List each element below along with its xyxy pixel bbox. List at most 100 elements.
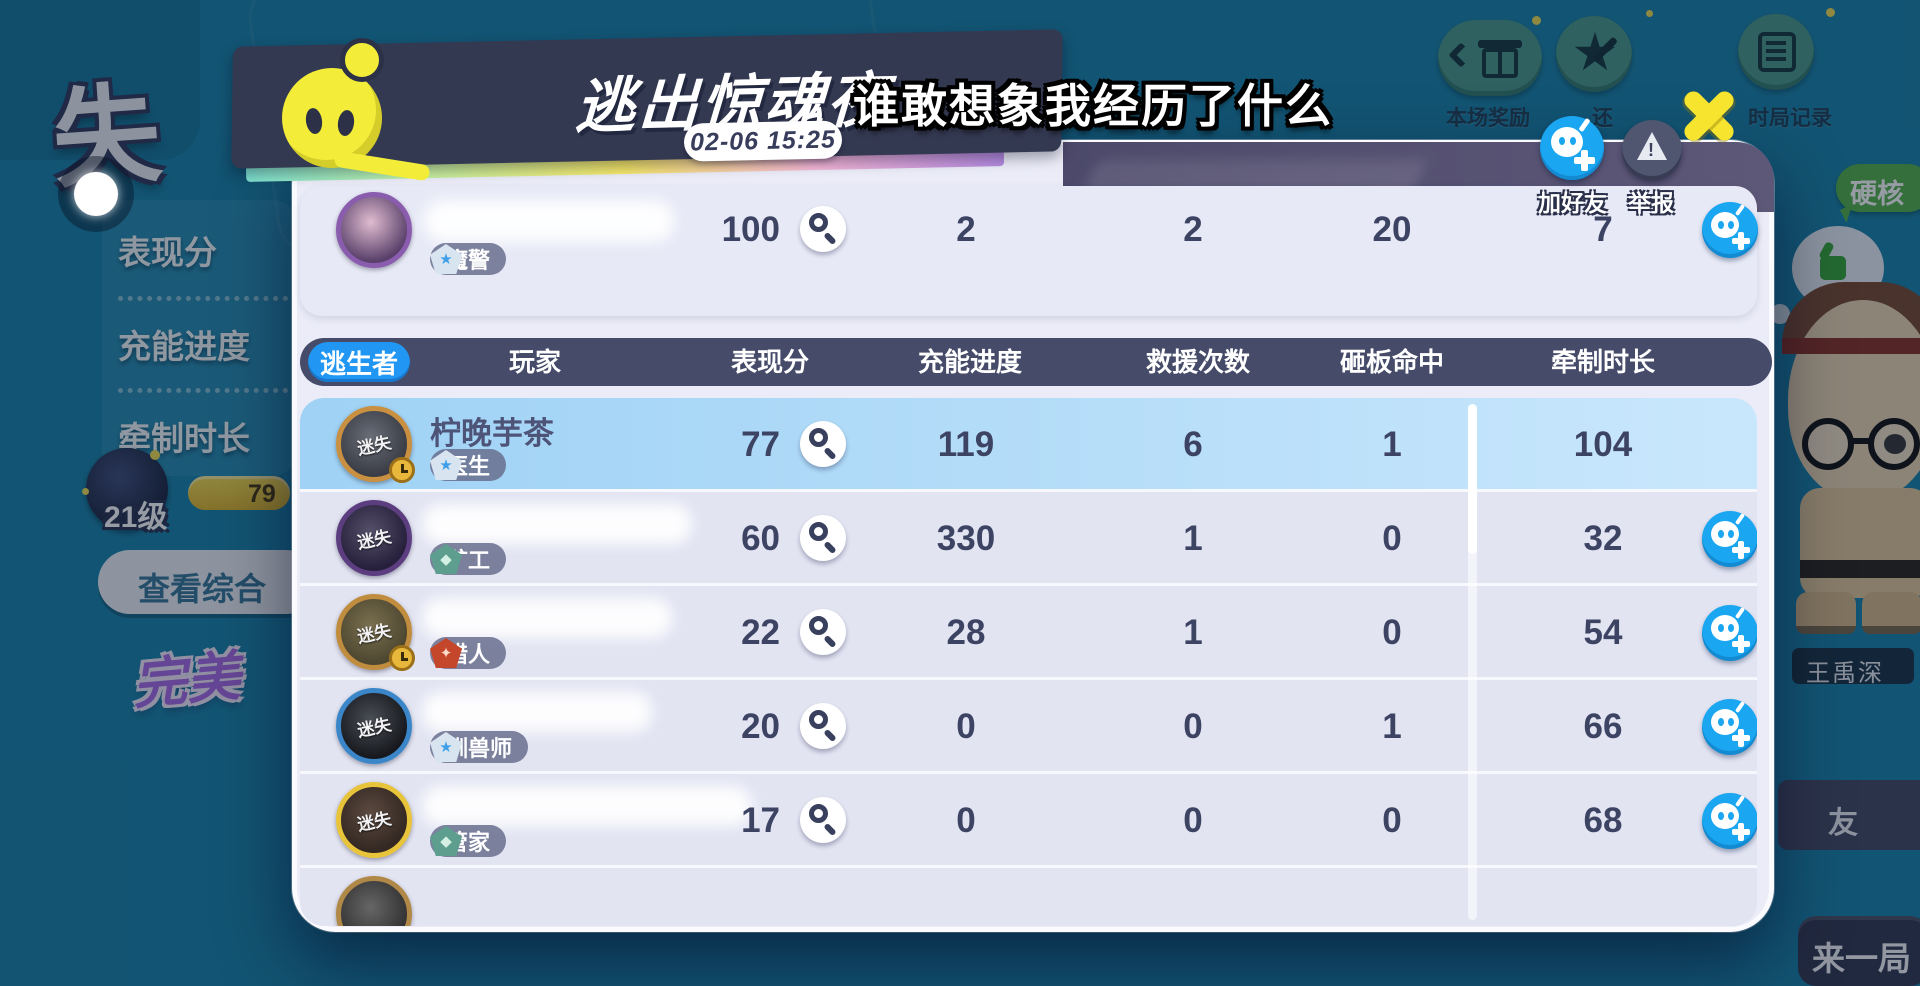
clock-badge-icon: [389, 457, 415, 483]
character-body: [1800, 488, 1920, 598]
magnifier-icon: [809, 522, 828, 541]
time-cell: 32: [1583, 519, 1623, 558]
report-label: 举报: [1628, 190, 1674, 216]
divider: [118, 388, 288, 393]
character-shoe: [1862, 592, 1920, 634]
add-friend-button[interactable]: [1702, 605, 1757, 661]
report-button[interactable]: !: [1622, 120, 1682, 180]
scrollbar-track[interactable]: [1468, 404, 1477, 920]
player-avatar[interactable]: 迷失: [336, 406, 415, 483]
play-again-button[interactable]: 来一局: [1798, 916, 1920, 986]
gift-icon: [1482, 48, 1518, 78]
score-cell: 20: [741, 707, 780, 746]
add-friend-button[interactable]: [1702, 793, 1757, 849]
header-rescues: 救援次数: [1145, 347, 1251, 377]
magnifier-icon: [809, 428, 828, 447]
rate-button[interactable]: [1556, 16, 1632, 92]
list-icon: [1758, 32, 1796, 72]
character-shoe: [1796, 592, 1856, 634]
rescue-cell: 1: [1183, 519, 1203, 558]
rewards-button[interactable]: [1438, 20, 1542, 96]
board-cell: 0: [1382, 801, 1402, 840]
eggy-icon: [1711, 521, 1739, 547]
magnifier-icon: [809, 710, 828, 729]
scrollbar-thumb[interactable]: [1468, 404, 1477, 554]
tab-survivors[interactable]: 逃生者: [308, 342, 410, 382]
thumbs-up-icon: [1820, 256, 1846, 280]
sparkle-icon: [150, 450, 160, 460]
magnifier-button[interactable]: [800, 609, 846, 655]
close-button[interactable]: [1675, 82, 1743, 150]
magnifier-button[interactable]: [800, 797, 846, 843]
score-cell: 17: [741, 801, 780, 840]
view-summary-button[interactable]: 查看综合: [98, 550, 318, 614]
charge-cell: 2: [956, 210, 976, 249]
add-friend-header-button[interactable]: [1540, 116, 1604, 180]
add-friend-button[interactable]: [1702, 699, 1757, 755]
survivor-table: 迷失 柠晚芋茶 医生 ★ 77 119 6 1 104 迷失 矿工 ◆: [300, 398, 1757, 926]
player-avatar[interactable]: 迷失: [336, 500, 412, 576]
level-label: 21级: [104, 501, 168, 534]
board-cell: 20: [1372, 210, 1412, 249]
warning-icon: !: [1637, 132, 1667, 160]
time-cell: 68: [1583, 801, 1623, 840]
match-datetime: 02-06 15:25: [683, 120, 843, 162]
table-header: 逃生者 玩家 表现分 充能进度 救援次数 砸板命中 牵制时长: [300, 338, 1772, 386]
header-performance: 表现分: [730, 347, 810, 377]
bubble-dot: [1770, 304, 1790, 324]
rewards-label: 本场奖励: [1446, 107, 1530, 130]
censored-name: [422, 786, 752, 826]
rescue-cell: 1: [1183, 613, 1203, 652]
player-avatar[interactable]: [336, 876, 412, 926]
video-caption: 谁敢想象我经历了什么: [853, 80, 1333, 132]
magnifier-icon: [809, 804, 828, 823]
xp-progress-bar: [188, 476, 290, 510]
xp-progress-value: 79: [248, 480, 276, 508]
time-cell: 104: [1573, 425, 1633, 464]
charge-cell: 119: [937, 425, 995, 464]
glasses-icon: [1802, 418, 1854, 470]
add-friend-button[interactable]: [1702, 202, 1758, 258]
header-board-hits: 砸板命中: [1339, 347, 1445, 377]
eggy-icon: [1711, 615, 1739, 641]
table-row: 迷失 柠晚芋茶 医生 ★ 77 119 6 1 104: [300, 398, 1757, 492]
time-cell: 66: [1583, 707, 1623, 746]
censored-name: [422, 504, 692, 544]
charge-cell: 0: [956, 707, 976, 746]
board-cell: 0: [1382, 613, 1402, 652]
add-friend-button[interactable]: [1702, 511, 1757, 567]
records-label: 时局记录: [1748, 107, 1832, 130]
censored-name: [424, 200, 674, 242]
rescue-cell: 0: [1183, 707, 1203, 746]
table-row: 迷失 驯兽师 ★ 20 0 0 1 66: [300, 680, 1757, 774]
bg-stat-performance: 表现分: [118, 234, 217, 271]
score-cell: 22: [741, 613, 780, 652]
player-avatar[interactable]: [336, 192, 412, 268]
magnifier-icon: [809, 213, 828, 232]
header-charge: 充能进度: [917, 347, 1023, 377]
lost-stamp: 迷失: [355, 715, 394, 741]
magnifier-button[interactable]: [800, 515, 846, 561]
header-containment: 牵制时长: [1550, 347, 1656, 377]
board-cell: 1: [1382, 707, 1402, 746]
score-cell: 100: [721, 210, 780, 249]
magnifier-button[interactable]: [800, 703, 846, 749]
eggy-icon: [1711, 803, 1739, 829]
lost-stamp: 迷失: [355, 621, 394, 647]
table-row-partial: [300, 868, 1757, 926]
character-nameplate: 王禹深: [1792, 648, 1914, 687]
magnifier-button[interactable]: [800, 206, 846, 252]
character-eye: [1884, 434, 1906, 454]
eggy-mascot-icon: [282, 38, 431, 182]
gift-icon: [1478, 40, 1522, 48]
player-avatar[interactable]: 迷失: [336, 594, 415, 671]
character-belt: [1800, 560, 1920, 578]
player-name: 柠晚芋茶: [430, 416, 554, 451]
player-avatar[interactable]: 迷失: [336, 688, 412, 764]
player-avatar[interactable]: 迷失: [336, 782, 412, 858]
time-cell: 54: [1583, 613, 1623, 652]
match-records-button[interactable]: [1738, 14, 1814, 90]
rescue-cell: 0: [1183, 801, 1203, 840]
magnifier-button[interactable]: [800, 421, 846, 467]
